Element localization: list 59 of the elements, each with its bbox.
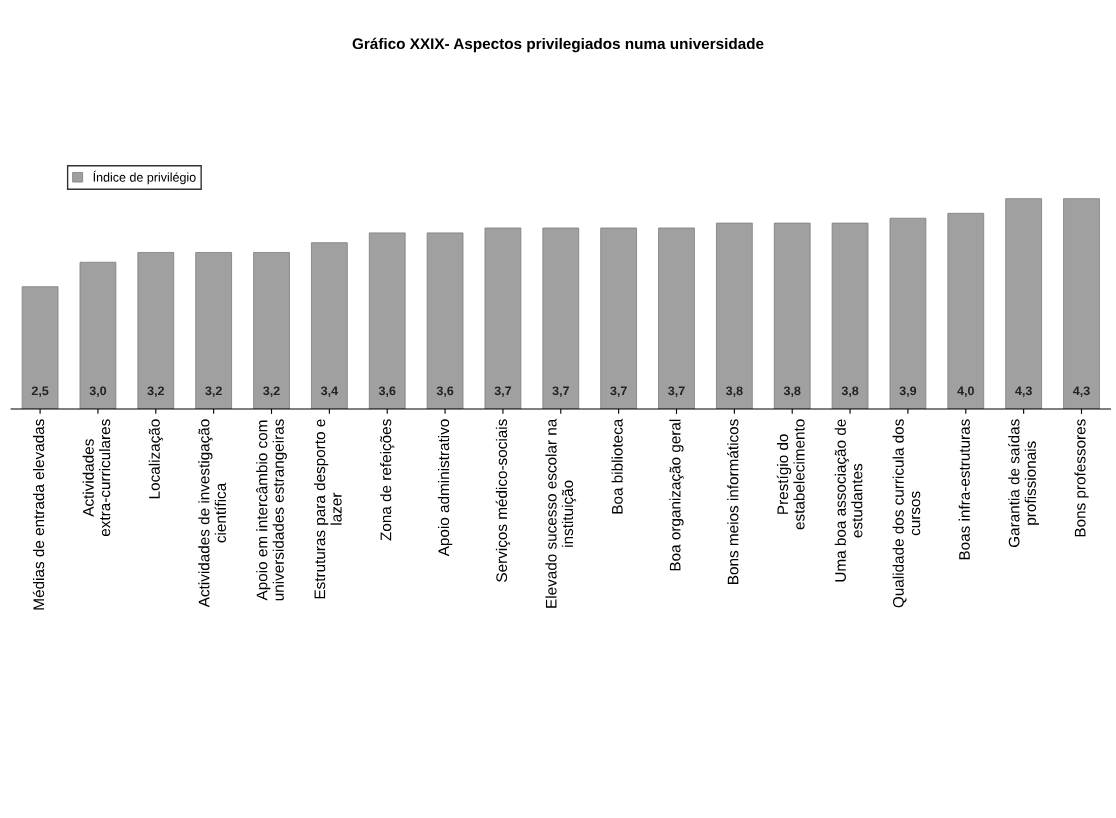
data-label: 3,2 [263, 386, 280, 398]
bar [79, 261, 117, 409]
data-label: 4,0 [957, 386, 974, 398]
legend-label: Índice de privilégio [93, 170, 196, 185]
bar [1005, 198, 1042, 409]
x-tick-label: Zona de refeições [380, 419, 395, 541]
x-tick-label: Serviços médico-sociais [495, 419, 511, 582]
data-label: 3,7 [610, 386, 627, 398]
bar [484, 227, 522, 409]
x-tick-label: Boas infra-estruturas [958, 419, 970, 560]
x-tick-label: Boa biblioteca [611, 418, 623, 514]
x-tick-label: Bons meios informáticos [727, 419, 739, 584]
data-label: 3,8 [783, 386, 801, 398]
bar [947, 212, 985, 409]
data-label: 3,7 [494, 386, 512, 398]
data-label: 3,8 [841, 386, 859, 398]
data-label: 3,7 [668, 386, 685, 398]
bar [311, 242, 348, 409]
bar [137, 252, 175, 409]
bar [426, 232, 464, 409]
bar [716, 222, 753, 409]
x-tick-label: Uma boa associação de estudantes [834, 419, 863, 582]
data-label: 4,3 [1072, 386, 1090, 398]
x-tick-label: Elevado sucesso escolar na instituição [545, 418, 577, 608]
bar [368, 232, 406, 409]
x-tick-label: Boa organização geral [669, 419, 684, 571]
data-label: 3,9 [899, 386, 917, 398]
bar [195, 252, 233, 409]
bar [1063, 198, 1100, 409]
data-label: 2,5 [31, 386, 49, 398]
data-label: 3,6 [378, 386, 396, 398]
data-label: 3,8 [725, 386, 743, 398]
bar [831, 222, 869, 409]
x-tick-label: Qualidade dos curricula dos cursos [892, 419, 921, 608]
x-tick-label: Apoio em intercâmbio com universidades estrangeiras [256, 419, 287, 601]
data-label: 3,4 [320, 386, 338, 398]
bar [773, 222, 811, 409]
x-tick-label: Actividades de investigação científica [198, 419, 227, 608]
bar [600, 227, 637, 409]
x-tick-label: Localização [148, 419, 163, 499]
data-label: 4,3 [1015, 386, 1032, 398]
bar [889, 217, 927, 409]
bar [21, 286, 59, 409]
x-tick-label: Actividades extra-curriculares [82, 419, 111, 537]
bar [542, 227, 580, 409]
bar [253, 252, 290, 409]
data-label: 3,2 [147, 386, 164, 398]
x-tick-label: Prestígio do estabelecimento [776, 419, 805, 530]
data-label: 3,7 [552, 386, 569, 398]
chart-title: Gráfico XXIX- Aspectos privilegiados numa universidade [352, 37, 764, 53]
x-tick-label: Garantia de saídas profissionais [1008, 419, 1039, 548]
x-tick-label: Estruturas para desporto e lazer [314, 419, 342, 599]
x-tick-label: Médias de entrada elevadas [32, 419, 45, 610]
data-label: 3,2 [205, 386, 222, 398]
bar [658, 227, 695, 409]
data-label: 3,6 [436, 386, 454, 398]
x-tick-label: Apoio administrativo [437, 419, 453, 557]
data-label: 3,0 [89, 386, 107, 398]
x-tick-label: Bons professores [1074, 419, 1089, 537]
